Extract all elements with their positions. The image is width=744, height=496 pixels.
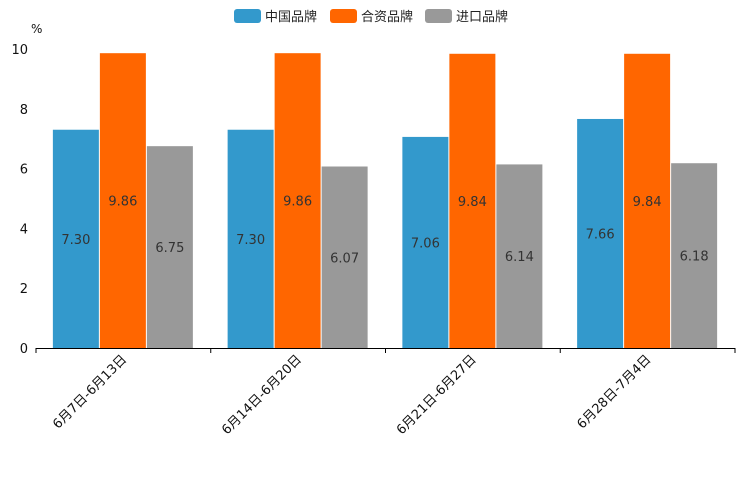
y-tick-label: 6 [20, 163, 28, 178]
bar-value-label: 9.84 [458, 195, 487, 210]
bar-3-2[interactable] [321, 166, 368, 348]
bar-value-label: 7.30 [236, 233, 265, 248]
x-category-label: 6月14日-6月20日 [219, 352, 305, 438]
bar-3-3[interactable] [496, 164, 543, 348]
legend-label: 合资品牌 [361, 9, 413, 25]
y-tick-label: 4 [20, 222, 28, 237]
y-tick-label: 2 [20, 282, 28, 297]
legend-swatch [330, 9, 357, 23]
bar-value-label: 7.30 [61, 233, 90, 248]
bars-group: 7.30 9.86 6.75 7.30 9.86 6.07 7.06 9.84 6.14 7.66… [52, 53, 718, 349]
y-axis-unit-label: % [31, 22, 42, 36]
bar-1-1[interactable] [52, 129, 99, 348]
legend-swatch [234, 9, 261, 23]
bar-1-3[interactable] [402, 136, 449, 348]
legend-item-1[interactable]: 中国品牌 [234, 9, 317, 25]
x-category-label: 6月28日-7月4日 [575, 352, 655, 432]
y-tick-label: 10 [11, 43, 28, 58]
bar-value-label: 6.75 [155, 241, 184, 256]
bar-1-4[interactable] [577, 118, 624, 348]
legend-item-3[interactable]: 进口品牌 [425, 9, 508, 25]
bar-2-3[interactable] [449, 53, 496, 349]
y-axis: 0 2 4 6 8 10 [11, 43, 28, 357]
bar-value-label: 6.07 [330, 251, 359, 266]
legend-label: 中国品牌 [265, 9, 317, 25]
x-category-label: 6月21日-6月27日 [394, 352, 480, 438]
bar-value-label: 6.18 [680, 250, 709, 265]
bar-value-label: 9.86 [108, 195, 137, 210]
bar-value-label: 9.86 [283, 195, 312, 210]
bar-1-2[interactable] [227, 129, 274, 348]
x-category-label: 6月7日-6月13日 [50, 352, 130, 432]
y-tick-label: 8 [20, 103, 28, 118]
legend-swatch [425, 9, 452, 23]
bar-3-1[interactable] [146, 146, 193, 348]
y-tick-label: 0 [20, 342, 28, 357]
bar-2-1[interactable] [99, 53, 146, 348]
x-axis: 6月7日-6月13日 6月14日-6月20日 6月21日-6月27日 6月28日-7月… [35, 348, 736, 438]
bar-value-label: 9.84 [633, 195, 662, 210]
bar-2-4[interactable] [624, 53, 671, 349]
bar-value-label: 6.14 [505, 250, 534, 265]
bar-2-2[interactable] [274, 53, 321, 348]
bar-value-label: 7.66 [586, 227, 615, 242]
bar-3-4[interactable] [671, 163, 718, 348]
legend-label: 进口品牌 [456, 9, 508, 25]
legend-item-2[interactable]: 合资品牌 [330, 9, 413, 25]
bar-value-label: 7.06 [411, 236, 440, 251]
chart-legend: 中国品牌 合资品牌 进口品牌 [234, 9, 508, 25]
